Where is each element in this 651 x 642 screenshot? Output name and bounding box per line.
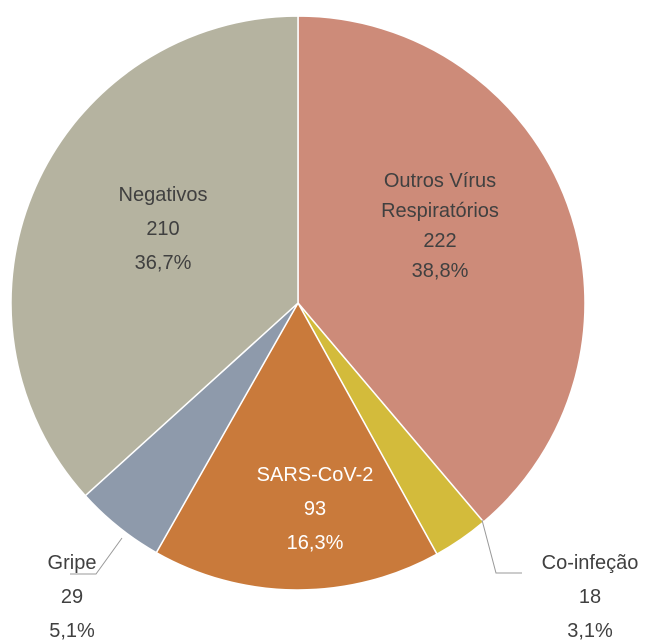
pie-slice (297, 15, 586, 524)
label-name: SARS-CoV-2 (256, 464, 374, 486)
label-value: 210 (146, 218, 180, 240)
label-name: Co-infeção (541, 552, 639, 574)
pie-slice (155, 301, 438, 591)
label-value: 222 (423, 230, 457, 252)
label-name: Negativos (118, 184, 208, 206)
label-percent: 5,1% (49, 620, 95, 642)
data-label: SARS-CoV-2 93 16,3% (215, 458, 415, 560)
data-label: Negativos 210 36,7% (63, 178, 263, 280)
label-percent: 36,7% (134, 252, 192, 274)
label-percent: 16,3% (286, 532, 344, 554)
label-name: Outros Vírus Respiratórios (381, 170, 499, 222)
data-label: Gripe 29 5,1% (0, 546, 172, 642)
data-label: Co-infeção 18 3,1% (490, 546, 651, 642)
label-value: 29 (60, 586, 84, 608)
data-label: Outros Vírus Respiratórios 222 38,8% (335, 166, 545, 286)
label-percent: 3,1% (567, 620, 613, 642)
label-name: Gripe (47, 552, 97, 574)
pie-slice (10, 15, 299, 497)
label-value: 18 (578, 586, 602, 608)
label-percent: 38,8% (411, 260, 469, 282)
label-value: 93 (303, 498, 327, 520)
leader-line (70, 537, 123, 575)
leader-line (481, 519, 522, 574)
